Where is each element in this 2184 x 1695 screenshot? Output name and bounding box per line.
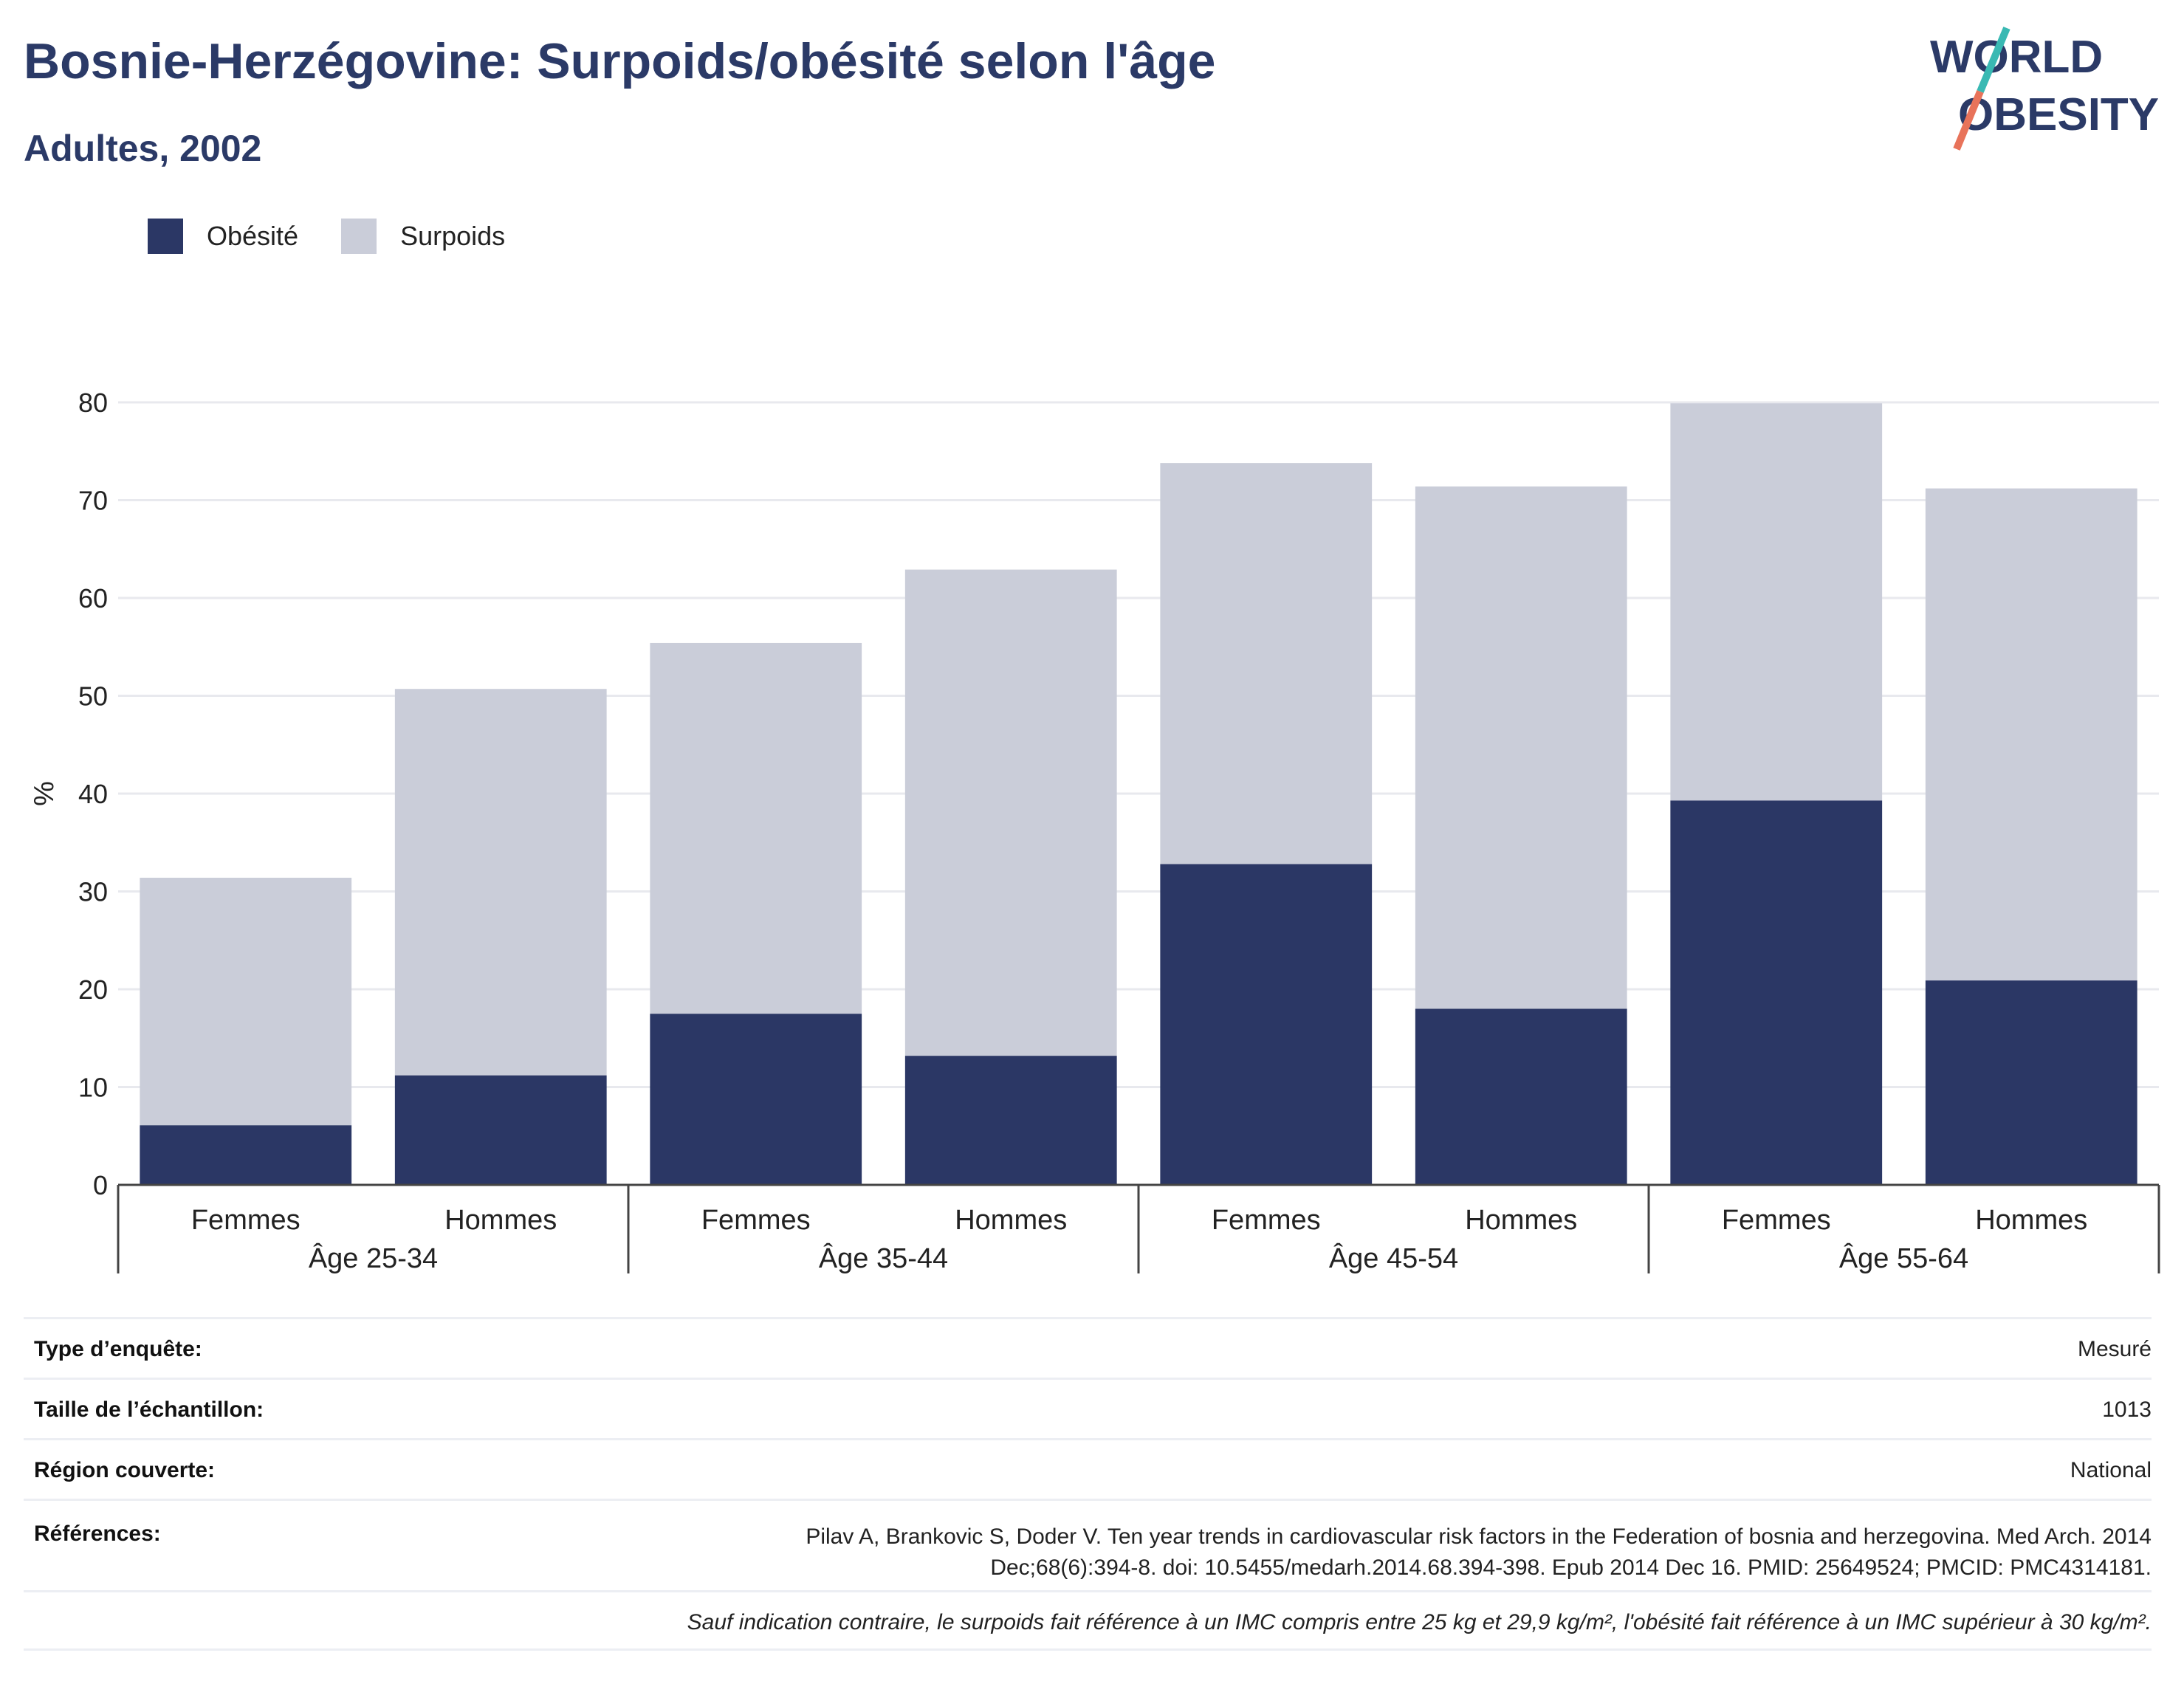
bar-obsit-2 [650, 1014, 862, 1185]
info-row-survey-type: Type d’enquête: Mesuré [24, 1317, 2152, 1378]
world-obesity-logo: WORLD OBESITY [1930, 27, 2159, 151]
legend-label-obesite: Obésité [207, 221, 299, 251]
x-group-label: Âge 35-44 [819, 1242, 948, 1274]
x-group-label: Âge 55-64 [1839, 1242, 1968, 1274]
references-label: Références: [34, 1522, 161, 1546]
x-category-label: Femmes [191, 1205, 301, 1236]
info-row-references: Références: Pilav A, Brankovic S, Doder … [24, 1499, 2152, 1590]
chart-subtitle: Adultes, 2002 [24, 128, 262, 169]
bar-obsit-7 [1925, 980, 2137, 1185]
bar-surpoids-1 [394, 689, 607, 1076]
y-tick-label: 30 [78, 877, 108, 907]
y-tick-label: 40 [78, 779, 108, 809]
bar-obsit-5 [1415, 1008, 1627, 1185]
definition-note: Sauf indication contraire, le surpoids f… [24, 1590, 2152, 1651]
legend-label-surpoids: Surpoids [400, 221, 506, 251]
bar-obsit-0 [140, 1125, 352, 1185]
bar-surpoids-2 [650, 642, 862, 1014]
stacked-bar-chart: 0 10 20 30 40 50 60 70 80% Femmes Hommes Femmes Homm… [29, 388, 2160, 1274]
x-category-label: Hommes [955, 1205, 1067, 1236]
sample-size-label: Taille de l’échantillon: [34, 1397, 264, 1422]
x-category-label: Hommes [1975, 1205, 2087, 1236]
survey-type-value: Mesuré [2077, 1337, 2152, 1361]
bar-obsit-1 [394, 1075, 607, 1185]
bar-surpoids-0 [140, 877, 352, 1126]
references-line-2: Dec;68(6):394-8. doi: 10.5455/medarh.201… [990, 1555, 2152, 1580]
x-category-label: Hommes [1465, 1205, 1577, 1236]
bar-obsit-6 [1670, 800, 1883, 1185]
bar-obsit-4 [1160, 864, 1373, 1185]
x-category-label: Femmes [1212, 1205, 1321, 1236]
x-category-label: Femmes [1722, 1205, 1831, 1236]
bar-surpoids-5 [1415, 486, 1627, 1009]
info-table: Type d’enquête: Mesuré Taille de l’échan… [24, 1317, 2152, 1651]
bar-surpoids-6 [1670, 403, 1883, 801]
region-label: Région couverte: [34, 1458, 216, 1482]
x-group-label: Âge 45-54 [1329, 1242, 1458, 1274]
bar-surpoids-7 [1925, 488, 2137, 981]
x-category-label: Femmes [701, 1205, 811, 1236]
legend-swatch-surpoids [341, 219, 377, 254]
y-tick-label: 60 [78, 583, 108, 613]
svg-text:OBESITY: OBESITY [1958, 89, 2159, 140]
bar-surpoids-3 [904, 569, 1117, 1056]
legend-item-surpoids: Surpoids [341, 219, 505, 254]
svg-text:WORLD: WORLD [1930, 32, 2103, 83]
x-category-label: Hommes [444, 1205, 557, 1236]
bar-surpoids-4 [1160, 463, 1373, 864]
y-tick-label: 80 [78, 388, 108, 418]
y-tick-label: 70 [78, 486, 108, 516]
y-tick-label: 0 [93, 1170, 108, 1200]
references-line-1: Pilav A, Brankovic S, Doder V. Ten year … [806, 1524, 2152, 1549]
y-axis-label: % [29, 781, 60, 806]
chart-legend: Obésité Surpoids [148, 219, 527, 254]
references-value: Pilav A, Brankovic S, Doder V. Ten year … [806, 1522, 2152, 1584]
region-value: National [2070, 1458, 2152, 1482]
info-row-sample-size: Taille de l’échantillon: 1013 [24, 1378, 2152, 1438]
legend-item-obesite: Obésité [148, 219, 298, 254]
y-tick-label: 50 [78, 681, 108, 712]
y-tick-label: 20 [78, 974, 108, 1005]
sample-size-value: 1013 [2102, 1397, 2152, 1422]
y-tick-label: 10 [78, 1073, 108, 1103]
survey-type-label: Type d’enquête: [34, 1337, 202, 1361]
chart-title: Bosnie-Herzégovine: Surpoids/obésité sel… [24, 33, 1216, 89]
bar-obsit-3 [904, 1056, 1117, 1185]
info-row-region: Région couverte: National [24, 1438, 2152, 1499]
x-group-label: Âge 25-34 [309, 1242, 438, 1274]
legend-swatch-obesite [148, 219, 183, 254]
